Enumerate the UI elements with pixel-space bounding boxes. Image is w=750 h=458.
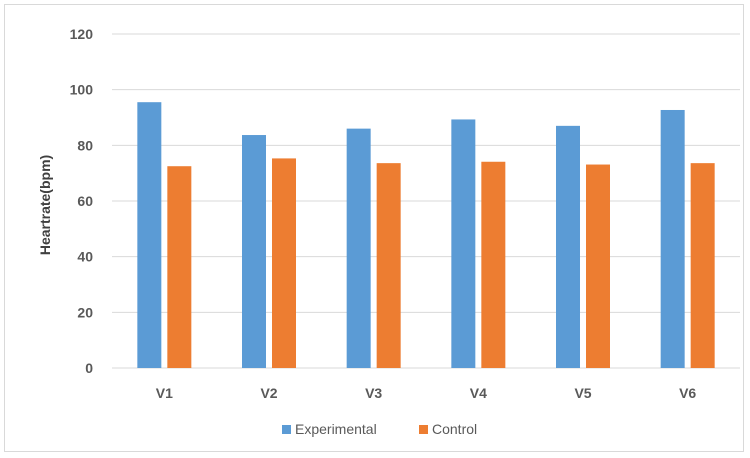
- y-tick-label: 20: [77, 304, 93, 320]
- bar-experimental-v1: [137, 102, 162, 369]
- legend-label-experimental: Experimental: [295, 421, 377, 437]
- bar-control-v1: [167, 166, 192, 368]
- bar-experimental-v6: [660, 109, 685, 369]
- y-tick-label: 60: [77, 193, 93, 209]
- legend-label-control: Control: [432, 421, 477, 437]
- bar-experimental-v3: [346, 128, 371, 368]
- bar-experimental-v5: [556, 125, 580, 368]
- x-tick-label: V3: [365, 385, 382, 401]
- x-tick-label: V2: [260, 385, 277, 401]
- y-tick-label: 0: [85, 360, 93, 376]
- x-tick-label: V4: [470, 385, 487, 401]
- x-tick-label: V5: [574, 385, 591, 401]
- x-tick-labels: V1 V2 V3 V4 V5 V6: [156, 385, 697, 401]
- legend-swatch-experimental: [282, 425, 291, 434]
- y-tick-label: 80: [77, 137, 93, 153]
- legend-swatch-control: [419, 425, 428, 434]
- x-tick-label: V6: [679, 385, 696, 401]
- y-tick-label: 100: [70, 82, 94, 98]
- chart-frame: [4, 4, 744, 452]
- bars: [137, 102, 715, 369]
- y-tick-label: 120: [70, 26, 94, 42]
- bar-control-v2: [272, 158, 296, 368]
- gridlines: [112, 33, 740, 369]
- bar-control-v4: [481, 161, 506, 368]
- bar-control-v5: [586, 164, 610, 368]
- legend: Experimental Control: [282, 421, 477, 437]
- y-axis-title: Heartrate(bpm): [37, 155, 53, 255]
- x-tick-label: V1: [156, 385, 173, 401]
- bar-experimental-v4: [451, 119, 476, 368]
- y-tick-labels: 0 20 40 60 80 100 120: [70, 26, 94, 376]
- y-tick-label: 40: [77, 249, 93, 265]
- bar-experimental-v2: [242, 135, 266, 368]
- bar-control-v6: [690, 163, 715, 368]
- bar-control-v3: [376, 163, 401, 368]
